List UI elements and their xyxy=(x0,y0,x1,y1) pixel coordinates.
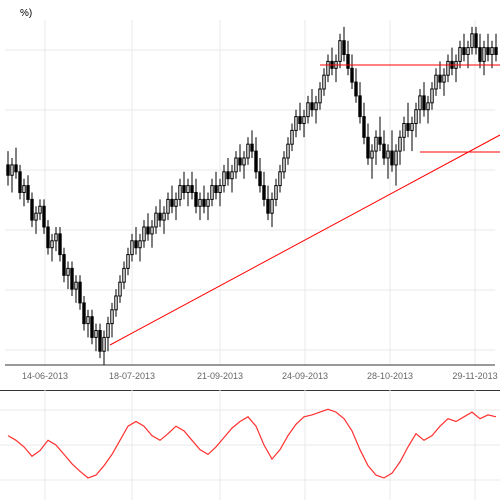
x-axis-tick-label: 29-11-2013 xyxy=(452,371,497,381)
x-axis-tick-label: 14-06-2013 xyxy=(22,371,68,381)
x-axis-tick-label: 18-07-2013 xyxy=(109,371,155,381)
price-chart xyxy=(0,0,500,390)
x-axis-tick-label: 28-10-2013 xyxy=(367,371,413,381)
x-axis-tick-label: 24-09-2013 xyxy=(282,371,328,381)
indicator-chart xyxy=(0,390,500,500)
x-axis-tick-label: 21-09-2013 xyxy=(197,371,243,381)
chart-container: %) 14-06-201318-07-201321-09-201324-09-2… xyxy=(0,0,500,500)
